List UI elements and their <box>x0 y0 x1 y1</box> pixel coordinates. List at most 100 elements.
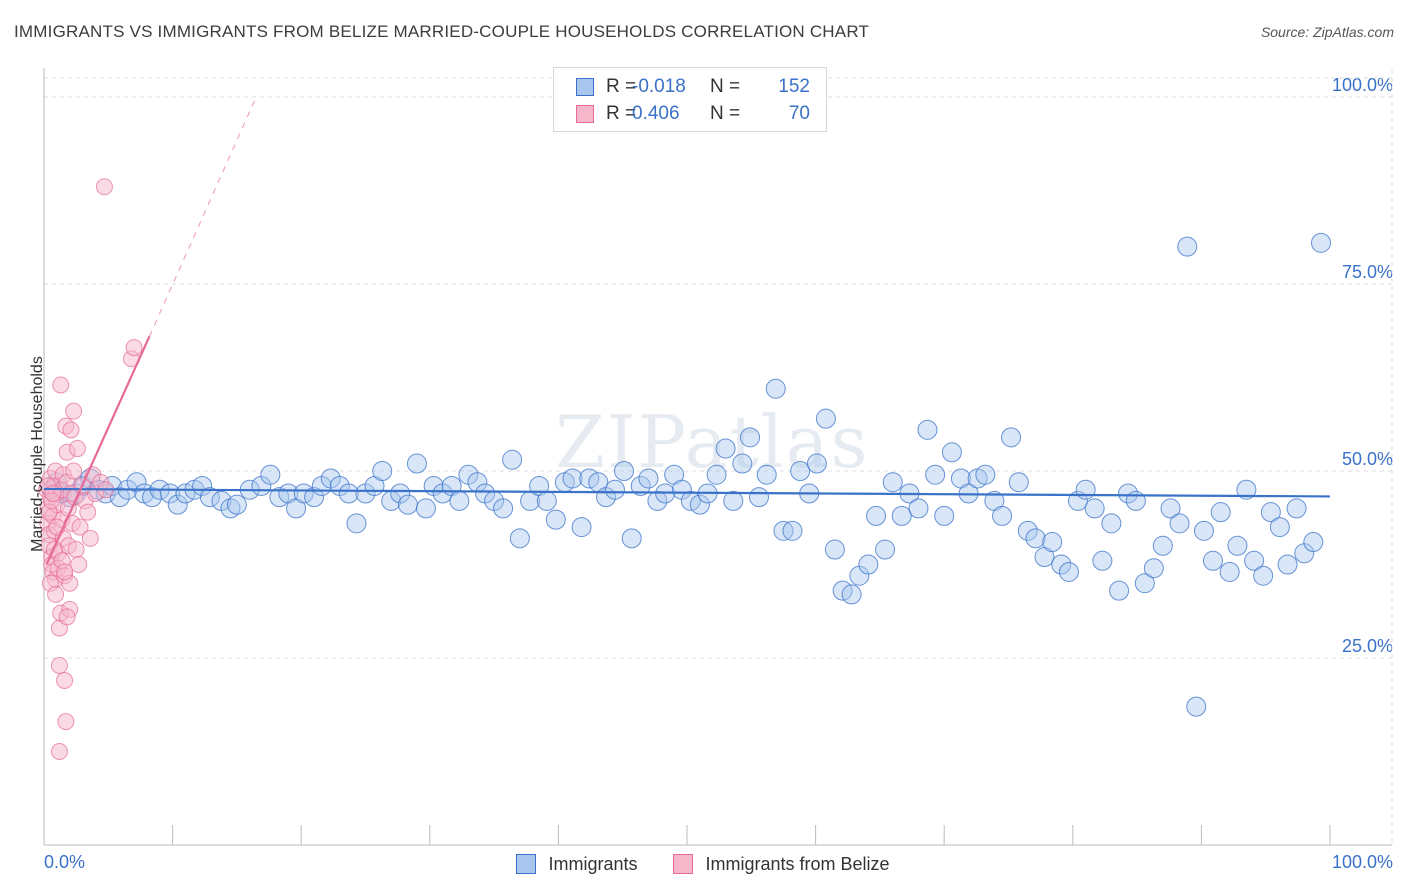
data-point-immigrants <box>126 472 147 493</box>
data-point-immigrants <box>199 487 220 508</box>
data-point-immigrants <box>1219 561 1240 582</box>
data-point-immigrants <box>1075 479 1096 500</box>
data-point-immigrants <box>346 513 367 534</box>
legend-row-immigrants: R = -0.018 N = 152 <box>576 75 810 99</box>
data-point-immigrants <box>1118 483 1139 504</box>
data-point-immigrants <box>1067 490 1088 511</box>
data-point-immigrants <box>390 483 411 504</box>
data-point-immigrants <box>975 464 996 485</box>
correlation-legend: R = -0.018 N = 152 R = 0.406 N = 70 <box>553 67 827 132</box>
data-point-immigrants <box>992 505 1013 526</box>
data-point-immigrants <box>934 505 955 526</box>
data-point-immigrants <box>226 494 247 515</box>
data-point-belize <box>79 503 97 521</box>
data-point-belize <box>68 440 86 458</box>
r-value: -0.018 <box>632 76 686 97</box>
data-point-belize <box>125 339 143 357</box>
data-point-immigrants <box>1177 236 1198 257</box>
data-point-belize <box>71 518 89 536</box>
data-point-immigrants <box>925 464 946 485</box>
data-point-immigrants <box>875 539 896 560</box>
data-point-immigrants <box>824 539 845 560</box>
data-point-immigrants <box>1202 550 1223 571</box>
data-point-immigrants <box>1058 561 1079 582</box>
pink-square-icon <box>673 854 694 874</box>
data-point-immigrants <box>493 498 514 519</box>
data-point-belize <box>65 402 83 420</box>
data-point-immigrants <box>1186 696 1207 717</box>
r-label: R = <box>606 103 637 124</box>
data-point-immigrants <box>1253 565 1274 586</box>
data-point-immigrants <box>613 461 634 481</box>
data-point-immigrants <box>397 494 418 515</box>
trendline-belize-extension <box>148 96 257 337</box>
data-point-immigrants <box>536 490 557 511</box>
data-point-immigrants <box>220 498 241 519</box>
legend-label: Immigrants <box>548 853 638 874</box>
data-point-immigrants <box>1227 535 1248 556</box>
data-point-immigrants <box>1008 472 1029 493</box>
data-point-belize <box>56 563 74 581</box>
pink-swatch-icon <box>576 105 594 123</box>
data-point-belize <box>65 462 83 480</box>
data-point-immigrants <box>908 498 929 519</box>
data-point-immigrants <box>1143 558 1164 579</box>
data-point-immigrants <box>882 472 903 493</box>
data-point-immigrants <box>338 483 359 504</box>
data-point-immigrants <box>706 464 727 485</box>
y-axis-label: Married-couple Households <box>29 356 46 552</box>
data-point-immigrants <box>1244 550 1265 571</box>
data-point-immigrants <box>732 453 753 474</box>
data-point-belize <box>70 556 88 573</box>
data-point-immigrants <box>1017 520 1038 541</box>
data-point-immigrants <box>1269 517 1290 538</box>
y-tick-label: 50.0% <box>1342 449 1393 469</box>
data-point-immigrants <box>415 498 436 519</box>
data-point-immigrants <box>1160 498 1181 519</box>
r-value: 0.406 <box>632 103 680 124</box>
data-point-belize <box>50 656 68 674</box>
data-point-immigrants <box>1303 532 1324 553</box>
y-tick-label: 75.0% <box>1342 262 1393 282</box>
data-point-immigrants <box>1210 502 1231 523</box>
data-point-belize <box>52 376 70 394</box>
data-point-immigrants <box>1084 498 1105 519</box>
data-point-belize <box>95 178 113 196</box>
data-point-immigrants <box>562 468 583 489</box>
x-tick-label-max: 100.0% <box>1331 852 1393 872</box>
data-point-immigrants <box>545 509 566 530</box>
n-label: N = <box>710 76 741 97</box>
r-label: R = <box>606 76 637 97</box>
data-point-immigrants <box>815 408 836 429</box>
legend-item-immigrants[interactable]: Immigrants <box>516 852 637 876</box>
n-value: 70 <box>788 103 810 124</box>
data-point-immigrants <box>1310 232 1331 253</box>
y-tick-label: 25.0% <box>1342 636 1393 656</box>
legend-item-belize[interactable]: Immigrants from Belize <box>673 852 890 876</box>
data-point-belize <box>58 608 76 626</box>
data-point-immigrants <box>509 528 530 549</box>
data-point-belize <box>47 585 65 603</box>
blue-square-icon <box>516 854 537 874</box>
data-point-immigrants <box>1092 550 1113 571</box>
data-point-belize <box>50 743 68 760</box>
data-point-immigrants <box>571 517 592 538</box>
trendline-belize <box>45 335 151 565</box>
data-point-immigrants <box>1051 554 1072 575</box>
data-point-belize <box>67 541 85 559</box>
data-point-belize <box>44 484 62 502</box>
data-point-belize <box>62 421 80 439</box>
data-point-immigrants <box>1277 554 1298 575</box>
data-point-immigrants <box>260 464 281 485</box>
data-point-immigrants <box>866 505 887 526</box>
data-point-immigrants <box>841 584 862 605</box>
data-point-immigrants <box>372 461 393 481</box>
data-point-immigrants <box>765 378 786 399</box>
watermark: ZIPatlas <box>555 400 870 484</box>
data-point-immigrants <box>1025 528 1046 549</box>
data-point-immigrants <box>1109 580 1130 601</box>
blue-swatch-icon <box>576 78 594 96</box>
data-point-belize <box>81 529 99 547</box>
legend-row-belize: R = 0.406 N = 70 <box>576 102 810 126</box>
series-legend: Immigrants Immigrants from Belize <box>0 852 1406 876</box>
